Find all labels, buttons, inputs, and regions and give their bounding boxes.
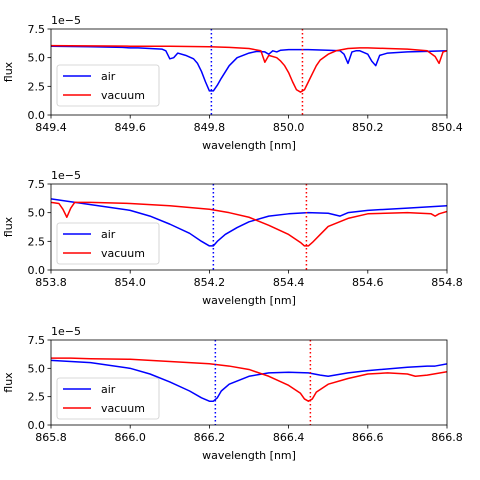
y-tick-label: 0.0: [28, 419, 46, 432]
axes-frame: [50, 183, 448, 271]
y-tick-label: 7.5: [28, 178, 46, 191]
x-tick-label: 854.6: [352, 276, 384, 289]
x-axis-label: wavelength [nm]: [202, 139, 296, 152]
series-line-air: [51, 359, 447, 402]
x-tick-label: 854.2: [194, 276, 226, 289]
legend: air vacuum: [56, 222, 160, 265]
legend: air vacuum: [56, 64, 160, 107]
legend-label-air: air: [101, 383, 116, 396]
y-tick-label: 7.5: [28, 23, 46, 36]
x-tick-label: 866.0: [114, 431, 146, 444]
legend-label-vacuum: vacuum: [101, 402, 145, 415]
y-tick-label: 0.0: [28, 264, 46, 277]
x-tick-label: 865.8: [35, 431, 67, 444]
x-tick-label: 866.2: [194, 431, 226, 444]
x-tick-label: 866.4: [273, 431, 305, 444]
x-tick-label: 849.6: [114, 121, 146, 134]
y-offset-label: 1e−5: [51, 325, 81, 338]
x-axis-label: wavelength [nm]: [202, 449, 296, 462]
x-tick-label: 854.0: [114, 276, 146, 289]
x-tick-label: 854.8: [431, 276, 463, 289]
y-tick-label: 7.5: [28, 334, 46, 347]
x-tick-label: 849.4: [35, 121, 67, 134]
y-offset-label: 1e−5: [51, 14, 81, 27]
legend-label-vacuum: vacuum: [101, 89, 145, 102]
x-axis-label: wavelength [nm]: [202, 294, 296, 307]
plot-panel-2: 853.8 854.0 854.2 854.4 854.6 854.8 0.0 2.5 5.0 7…: [2, 169, 463, 307]
x-tick-label: 866.8: [431, 431, 463, 444]
legend-label-vacuum: vacuum: [101, 247, 145, 260]
y-axis-label: flux: [2, 216, 15, 237]
x-tick-label: 854.4: [273, 276, 305, 289]
y-tick-label: 5.0: [28, 207, 46, 220]
y-tick-label: 2.5: [28, 80, 46, 93]
y-tick-label: 2.5: [28, 235, 46, 248]
series-line-vacuum: [51, 44, 447, 93]
y-offset-label: 1e−5: [51, 169, 81, 182]
legend-label-air: air: [101, 228, 116, 241]
y-axis-label: flux: [2, 61, 15, 82]
x-tick-label: 850.0: [273, 121, 305, 134]
legend: air vacuum: [56, 377, 160, 420]
x-tick-label: 853.8: [35, 276, 67, 289]
series-line-air: [51, 198, 447, 247]
legend-label-air: air: [101, 70, 116, 83]
y-tick-label: 2.5: [28, 391, 46, 404]
axes-frame: [50, 28, 448, 116]
series-line-vacuum: [51, 201, 447, 247]
x-tick-label: 866.6: [352, 431, 384, 444]
plot-panel-3: 865.8 866.0 866.2 866.4 866.6 866.8 0.0 2.5 5.0 7…: [2, 325, 463, 462]
y-tick-label: 0.0: [28, 109, 46, 122]
x-tick-label: 850.4: [431, 121, 463, 134]
x-tick-label: 849.8: [194, 121, 226, 134]
series-line-air: [51, 45, 447, 92]
x-tick-label: 850.2: [352, 121, 384, 134]
plot-panel-1: 849.4 849.6 849.8 850.0 850.2 850.4 0.0 2.5 5.0 7…: [2, 14, 463, 152]
y-tick-label: 5.0: [28, 362, 46, 375]
y-tick-label: 5.0: [28, 52, 46, 65]
series-line-vacuum: [51, 357, 447, 402]
axes-frame: [50, 339, 448, 426]
y-axis-label: flux: [2, 372, 15, 393]
